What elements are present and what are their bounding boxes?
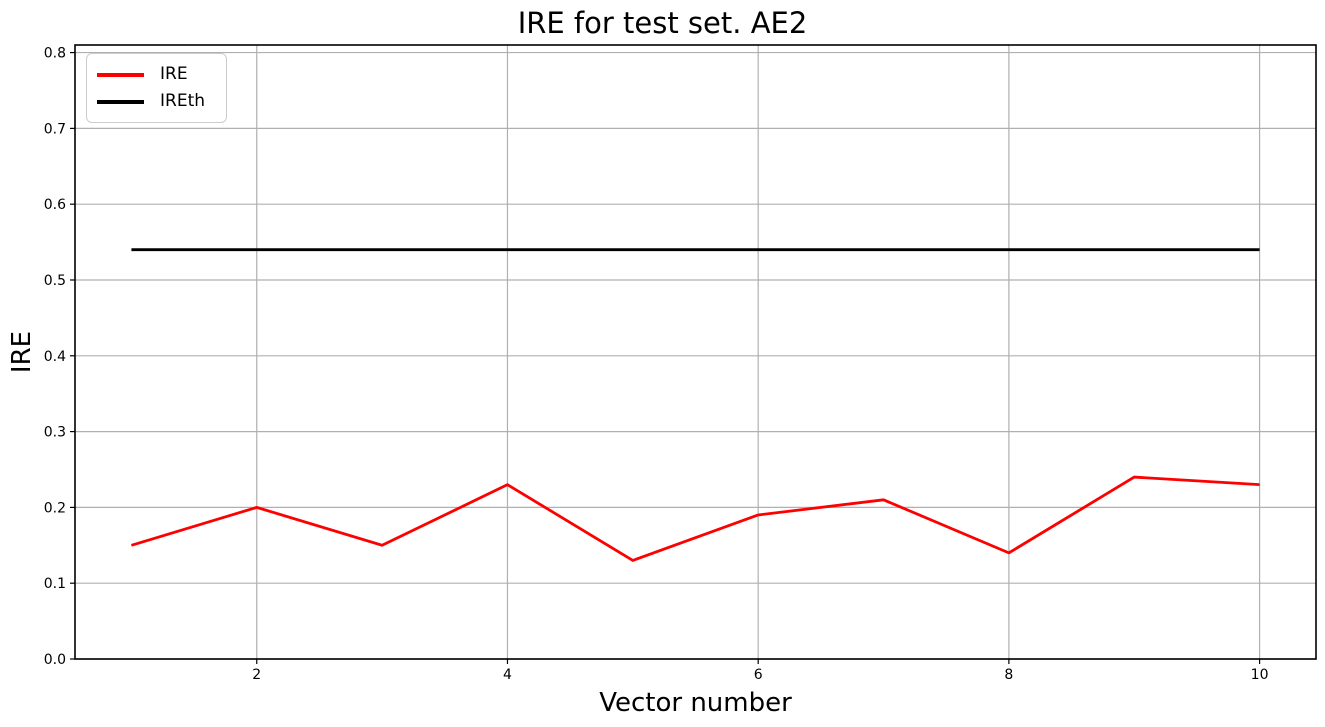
x-tick-label: 2 — [252, 667, 261, 683]
chart-title: IRE for test set. AE2 — [517, 6, 808, 40]
y-tick-label: 0.8 — [44, 46, 66, 62]
legend-swatch-ireth — [97, 99, 144, 104]
legend: IRE IREth — [86, 53, 227, 123]
y-tick-label: 0.2 — [44, 500, 66, 516]
legend-item-ire: IRE — [97, 62, 216, 88]
y-axis-label: IRE — [7, 330, 37, 374]
y-tick-label: 0.5 — [44, 273, 66, 289]
legend-swatch-ire — [97, 72, 144, 77]
series-line-ire — [131, 475, 1260, 562]
x-tick-label: 4 — [503, 667, 512, 683]
x-tick-label: 6 — [754, 667, 763, 683]
y-tick-label: 0.4 — [44, 349, 66, 365]
x-tick-label: 8 — [1004, 667, 1013, 683]
plot-border — [74, 44, 1317, 660]
legend-label-ire: IRE — [160, 64, 188, 84]
y-tick-label: 0.7 — [44, 121, 66, 137]
x-axis-label: Vector number — [599, 688, 792, 718]
y-tick-label: 0.6 — [44, 197, 66, 213]
legend-label-ireth: IREth — [160, 91, 206, 111]
legend-item-ireth: IREth — [97, 89, 216, 115]
y-tick-label: 0.1 — [44, 576, 66, 592]
x-tick-label: 10 — [1251, 667, 1269, 683]
y-tick-label: 0.3 — [44, 425, 66, 441]
y-tick-label: 0.0 — [44, 652, 66, 668]
